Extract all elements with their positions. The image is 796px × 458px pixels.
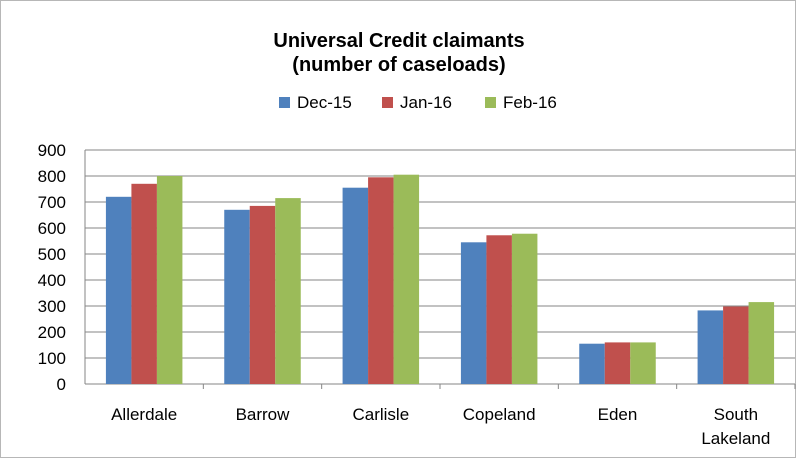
y-tick-label: 300	[38, 297, 66, 316]
y-tick-label: 0	[57, 375, 66, 394]
x-tick-label: Lakeland	[701, 429, 770, 448]
bar	[156, 176, 183, 384]
legend-label: Feb-16	[503, 93, 557, 112]
bar	[604, 342, 631, 384]
y-tick-label: 100	[38, 349, 66, 368]
x-tick-label: Copeland	[463, 405, 536, 424]
bar	[579, 343, 605, 384]
y-tick-label: 800	[38, 167, 66, 186]
bar	[748, 302, 775, 384]
x-tick-label: Barrow	[236, 405, 291, 424]
bar	[275, 198, 301, 384]
x-tick-label: Allerdale	[111, 405, 177, 424]
y-tick-label: 900	[38, 141, 66, 160]
bar	[393, 174, 420, 384]
bar	[105, 196, 132, 384]
bar	[486, 235, 512, 384]
bar	[460, 242, 487, 384]
bar	[368, 177, 394, 384]
legend-swatch	[382, 97, 393, 108]
bar	[697, 310, 724, 384]
x-tick-label: Carlisle	[352, 405, 409, 424]
x-tick-label: Eden	[598, 405, 638, 424]
y-tick-label: 400	[38, 271, 66, 290]
bar	[342, 187, 369, 384]
bar	[249, 205, 276, 384]
bar	[511, 233, 538, 384]
y-tick-label: 600	[38, 219, 66, 238]
y-tick-label: 700	[38, 193, 66, 212]
y-tick-label: 200	[38, 323, 66, 342]
x-tick-label: South	[714, 405, 758, 424]
bar	[630, 342, 656, 384]
legend-label: Dec-15	[297, 93, 352, 112]
legend-swatch	[279, 97, 290, 108]
chart-title-line-1: Universal Credit claimants	[273, 30, 525, 52]
bar	[131, 183, 157, 384]
chart-title: Universal Credit claimants (number of ca…	[1, 29, 796, 77]
y-tick-label: 500	[38, 245, 66, 264]
bar	[723, 306, 749, 384]
bar	[224, 209, 250, 384]
chart-title-line-2: (number of caseloads)	[292, 54, 506, 76]
legend-label: Jan-16	[400, 93, 452, 112]
legend-swatch	[485, 97, 496, 108]
